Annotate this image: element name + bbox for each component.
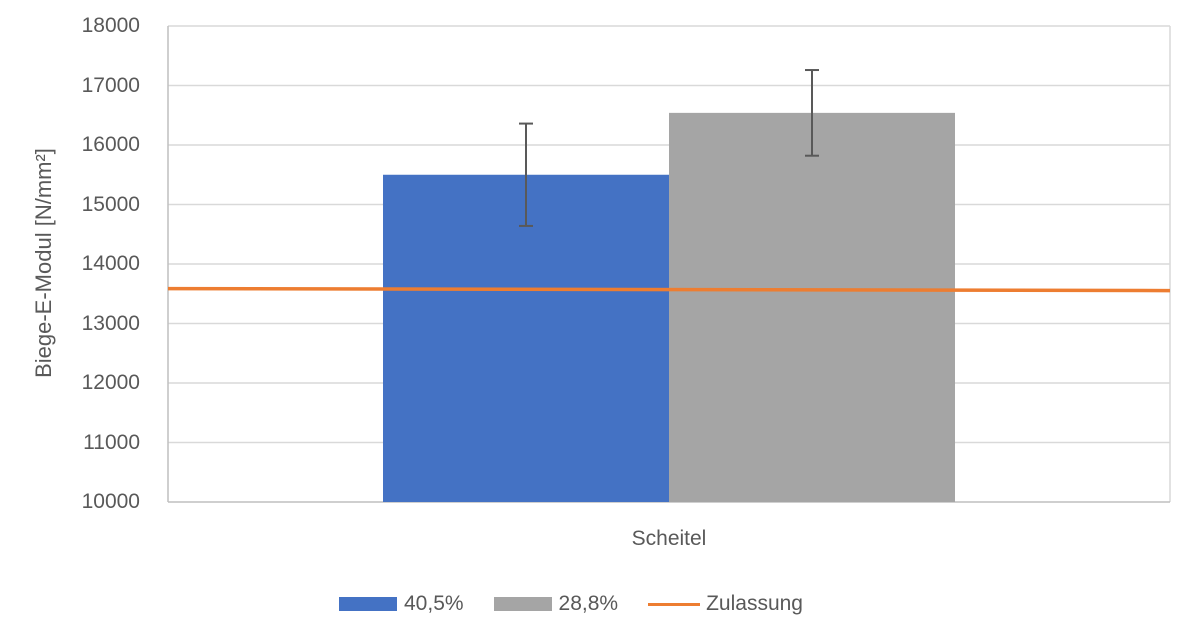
x-category-label: Scheitel [631, 527, 707, 550]
error-bars [519, 69, 819, 227]
reference-line-Zulassung [167, 286, 1171, 293]
y-tick-label: 12000 [81, 371, 140, 394]
legend-item-40-5[interactable]: 40,5% [339, 592, 464, 616]
legend: 40,5% 28,8% Zulassung [339, 590, 833, 618]
y-tick-label: 10000 [81, 490, 140, 513]
y-axis-label: Biege-E-Modul [N/mm²] [31, 148, 56, 378]
y-tick-label: 17000 [81, 73, 140, 97]
y-tick-label: 18000 [81, 14, 140, 37]
bar-28,8% [669, 112, 955, 503]
error-bar [805, 69, 819, 157]
bars [383, 112, 955, 503]
legend-label: Zulassung [706, 592, 803, 615]
y-tick-label: 13000 [81, 311, 140, 335]
legend-line-orange-icon [648, 602, 701, 606]
bar-40,5% [383, 174, 669, 502]
legend-label: 40,5% [404, 592, 464, 615]
legend-item-28-8[interactable]: 28,8% [493, 592, 619, 616]
y-tick-label: 15000 [81, 192, 140, 216]
legend-item-zulassung[interactable]: Zulassung [648, 592, 803, 616]
reference-lines [167, 286, 1171, 293]
y-tick-label: 14000 [81, 252, 140, 275]
error-bar [519, 122, 533, 227]
legend-swatch-blue-icon [339, 597, 397, 611]
legend-label: 28,8% [558, 592, 619, 615]
y-tick-label: 16000 [81, 133, 140, 156]
y-tick-label: 11000 [83, 430, 140, 454]
legend-swatch-gray-icon [493, 597, 552, 611]
